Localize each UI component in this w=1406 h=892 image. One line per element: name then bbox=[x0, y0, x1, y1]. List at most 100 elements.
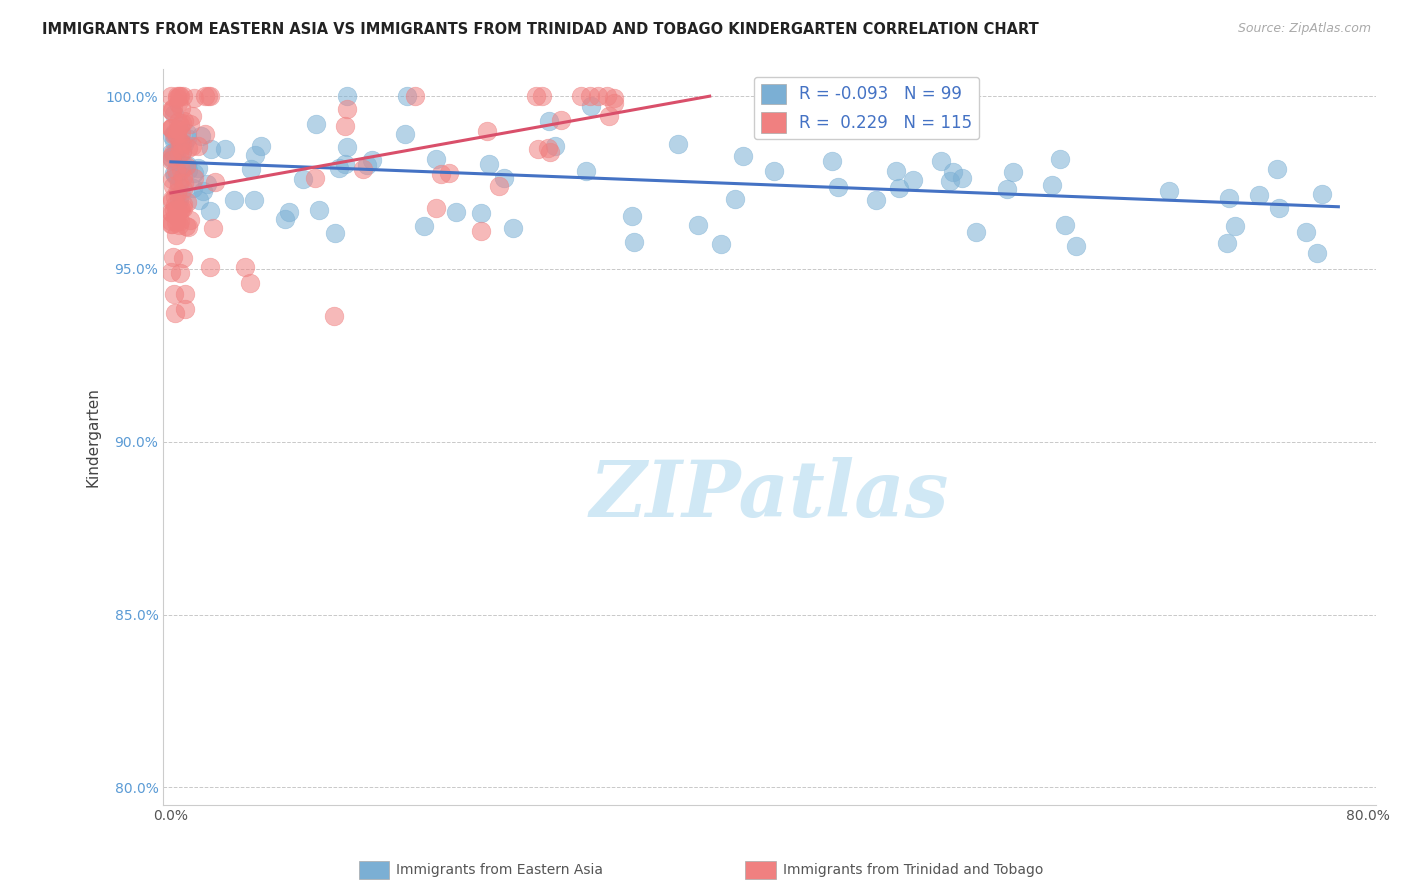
Point bbox=[169, 214, 191, 228]
Point bbox=[163, 134, 186, 148]
Point bbox=[1218, 191, 1240, 205]
Point bbox=[579, 98, 602, 112]
Point bbox=[170, 101, 193, 115]
Point bbox=[335, 102, 357, 116]
Point bbox=[965, 225, 987, 239]
Point bbox=[162, 146, 184, 161]
Point bbox=[201, 221, 224, 235]
Point bbox=[575, 163, 598, 178]
Point bbox=[170, 144, 193, 158]
Point bbox=[165, 146, 187, 161]
Point bbox=[724, 193, 747, 207]
Point bbox=[188, 193, 211, 207]
Point bbox=[172, 252, 194, 266]
Point bbox=[160, 103, 183, 118]
Point bbox=[167, 179, 190, 194]
Point bbox=[173, 114, 195, 128]
Point bbox=[160, 213, 183, 227]
Point bbox=[160, 205, 183, 219]
Point bbox=[666, 136, 689, 151]
Point bbox=[169, 118, 191, 132]
Point bbox=[929, 153, 952, 168]
Point bbox=[169, 202, 191, 217]
Point bbox=[336, 140, 359, 154]
Point bbox=[623, 235, 645, 250]
Point bbox=[187, 161, 209, 175]
Point bbox=[889, 181, 911, 195]
Point bbox=[170, 202, 193, 217]
Text: Immigrants from Eastern Asia: Immigrants from Eastern Asia bbox=[396, 863, 603, 877]
Point bbox=[598, 109, 620, 123]
Point bbox=[621, 210, 644, 224]
Point bbox=[172, 169, 194, 184]
Point bbox=[172, 197, 194, 211]
Point bbox=[169, 89, 191, 103]
Point bbox=[160, 193, 183, 207]
Point bbox=[160, 265, 183, 279]
Point bbox=[166, 154, 188, 169]
Point bbox=[475, 124, 498, 138]
Point bbox=[187, 139, 209, 153]
Point bbox=[305, 117, 328, 131]
Point bbox=[160, 217, 183, 231]
Point bbox=[821, 154, 844, 169]
Point bbox=[243, 147, 266, 161]
Point bbox=[166, 169, 188, 183]
Point bbox=[177, 141, 200, 155]
Point bbox=[278, 205, 301, 219]
Point bbox=[166, 143, 188, 157]
Point bbox=[170, 116, 193, 130]
Point bbox=[198, 89, 221, 103]
Point bbox=[163, 197, 186, 211]
Point bbox=[537, 113, 560, 128]
Point bbox=[352, 161, 374, 176]
Point bbox=[1310, 186, 1333, 201]
Point bbox=[162, 178, 184, 193]
Point bbox=[323, 310, 346, 324]
Point bbox=[160, 128, 183, 143]
Point bbox=[162, 121, 184, 136]
Point bbox=[292, 171, 315, 186]
Point bbox=[198, 204, 221, 219]
Point bbox=[167, 176, 190, 190]
Point bbox=[170, 162, 193, 177]
Point bbox=[169, 141, 191, 155]
Point bbox=[162, 250, 184, 264]
Point bbox=[177, 162, 200, 177]
Point bbox=[167, 115, 190, 129]
Point bbox=[595, 89, 617, 103]
Point bbox=[733, 149, 755, 163]
Point bbox=[336, 89, 359, 103]
Point bbox=[603, 95, 626, 110]
Point bbox=[166, 203, 188, 218]
Point bbox=[166, 89, 188, 103]
Point bbox=[214, 142, 236, 156]
Point bbox=[160, 152, 183, 166]
Point bbox=[172, 182, 194, 196]
Point bbox=[686, 218, 709, 232]
Point bbox=[162, 126, 184, 140]
Point bbox=[183, 166, 205, 180]
Point bbox=[333, 120, 356, 134]
Point bbox=[193, 89, 215, 103]
Point bbox=[176, 127, 198, 141]
Point bbox=[176, 194, 198, 209]
Point bbox=[356, 157, 378, 171]
Point bbox=[308, 202, 330, 217]
Point bbox=[1049, 153, 1071, 167]
Point bbox=[172, 145, 194, 159]
Point bbox=[160, 217, 183, 231]
Point bbox=[179, 116, 201, 130]
Point bbox=[191, 184, 214, 198]
Point bbox=[429, 167, 451, 181]
Point bbox=[995, 182, 1018, 196]
Point bbox=[603, 91, 626, 105]
Point bbox=[1223, 219, 1246, 234]
Point bbox=[173, 136, 195, 151]
Point bbox=[160, 153, 183, 167]
Point bbox=[1042, 178, 1064, 192]
Point bbox=[425, 201, 447, 215]
Point bbox=[304, 171, 326, 186]
Point bbox=[167, 147, 190, 161]
Point bbox=[1265, 162, 1288, 177]
